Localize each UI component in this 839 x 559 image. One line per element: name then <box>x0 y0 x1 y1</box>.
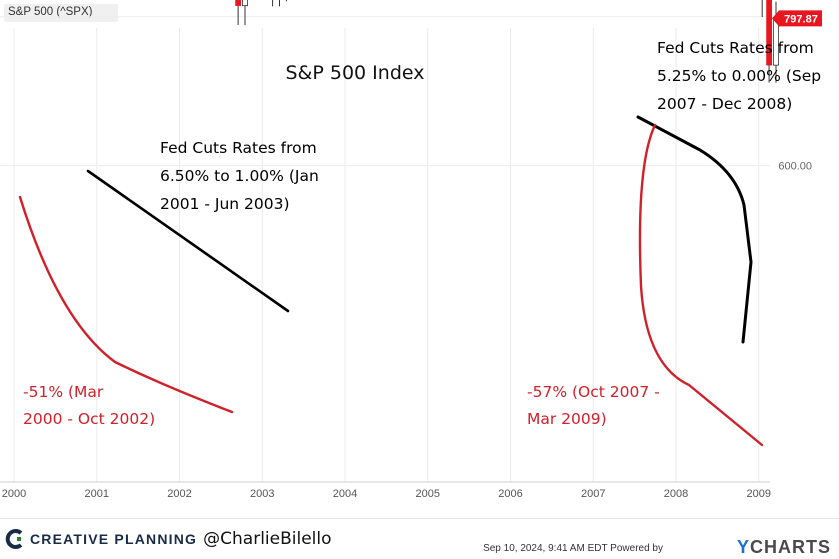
annotation-text: -51% (Mar 2000 - Oct 2002) <box>23 383 155 428</box>
x-tick-label: 2004 <box>333 488 357 500</box>
x-tick-label: 2009 <box>747 488 771 500</box>
annotation-line: 2000 - Oct 2002) <box>23 410 155 428</box>
annotation-line: 5.25% to 0.00% (Sep <box>657 67 821 85</box>
x-tick-label: 2002 <box>167 488 191 500</box>
ycharts-logo-y: Y <box>736 537 750 557</box>
last-value-badge <box>772 10 822 27</box>
annotation-text: Fed Cuts Rates from 5.25% to 0.00% (Sep 20… <box>657 39 821 113</box>
x-tick-label: 2003 <box>250 488 274 500</box>
x-tick-label: 2006 <box>498 488 522 500</box>
rate-cut-line-2001 <box>86 169 290 313</box>
brand-block: CREATIVE PLANNING @CharlieBilello <box>4 526 332 552</box>
author-handle: @CharlieBilello <box>203 529 332 549</box>
annotation-text: Fed Cuts Rates from 6.50% to 1.00% (Jan 20… <box>160 139 319 213</box>
ycharts-logo: YCHARTS <box>737 537 831 558</box>
x-tick-label: 2000 <box>2 488 26 500</box>
y-tick-label: 600.00 <box>778 161 812 173</box>
x-tick-label: 2007 <box>581 488 605 500</box>
chart-title: S&P 500 Index <box>286 62 425 84</box>
footer-divider <box>0 518 839 519</box>
annotation-line: Fed Cuts Rates from <box>657 39 814 57</box>
annotation-line: 6.50% to 1.00% (Jan <box>160 167 319 185</box>
annotation-line: -57% (Oct 2007 - <box>527 383 660 401</box>
candle-body <box>235 0 241 6</box>
x-tick-label: 2001 <box>85 488 109 500</box>
rate-cut-line-2007 <box>636 115 753 344</box>
annotation-line: 2007 - Dec 2008) <box>657 95 792 113</box>
brand-name: CREATIVE PLANNING <box>30 531 198 547</box>
annotation-line: 2001 - Jun 2003) <box>160 195 290 213</box>
annotation-line: Mar 2009) <box>527 410 607 428</box>
drawdown-curve-2007 <box>638 123 764 447</box>
candle-body <box>242 0 249 7</box>
annotation-text: -57% (Oct 2007 - Mar 2009) <box>527 383 660 428</box>
last-value-label: 797.87 <box>784 13 818 25</box>
drawdown-curve-2000 <box>18 195 234 414</box>
candle-body <box>766 0 772 66</box>
x-tick-label: 2008 <box>664 488 688 500</box>
annotation-line: Fed Cuts Rates from <box>160 139 317 157</box>
timestamp: Sep 10, 2024, 9:41 AM EDT Powered by <box>483 543 663 554</box>
creative-planning-logo-icon <box>5 529 23 549</box>
ticker-box <box>4 4 118 22</box>
x-tick-label: 2005 <box>416 488 440 500</box>
annotation-line: -51% (Mar <box>23 383 104 401</box>
ycharts-logo-rest: CHARTS <box>750 537 831 557</box>
ticker-label: S&P 500 (^SPX) <box>8 6 93 18</box>
